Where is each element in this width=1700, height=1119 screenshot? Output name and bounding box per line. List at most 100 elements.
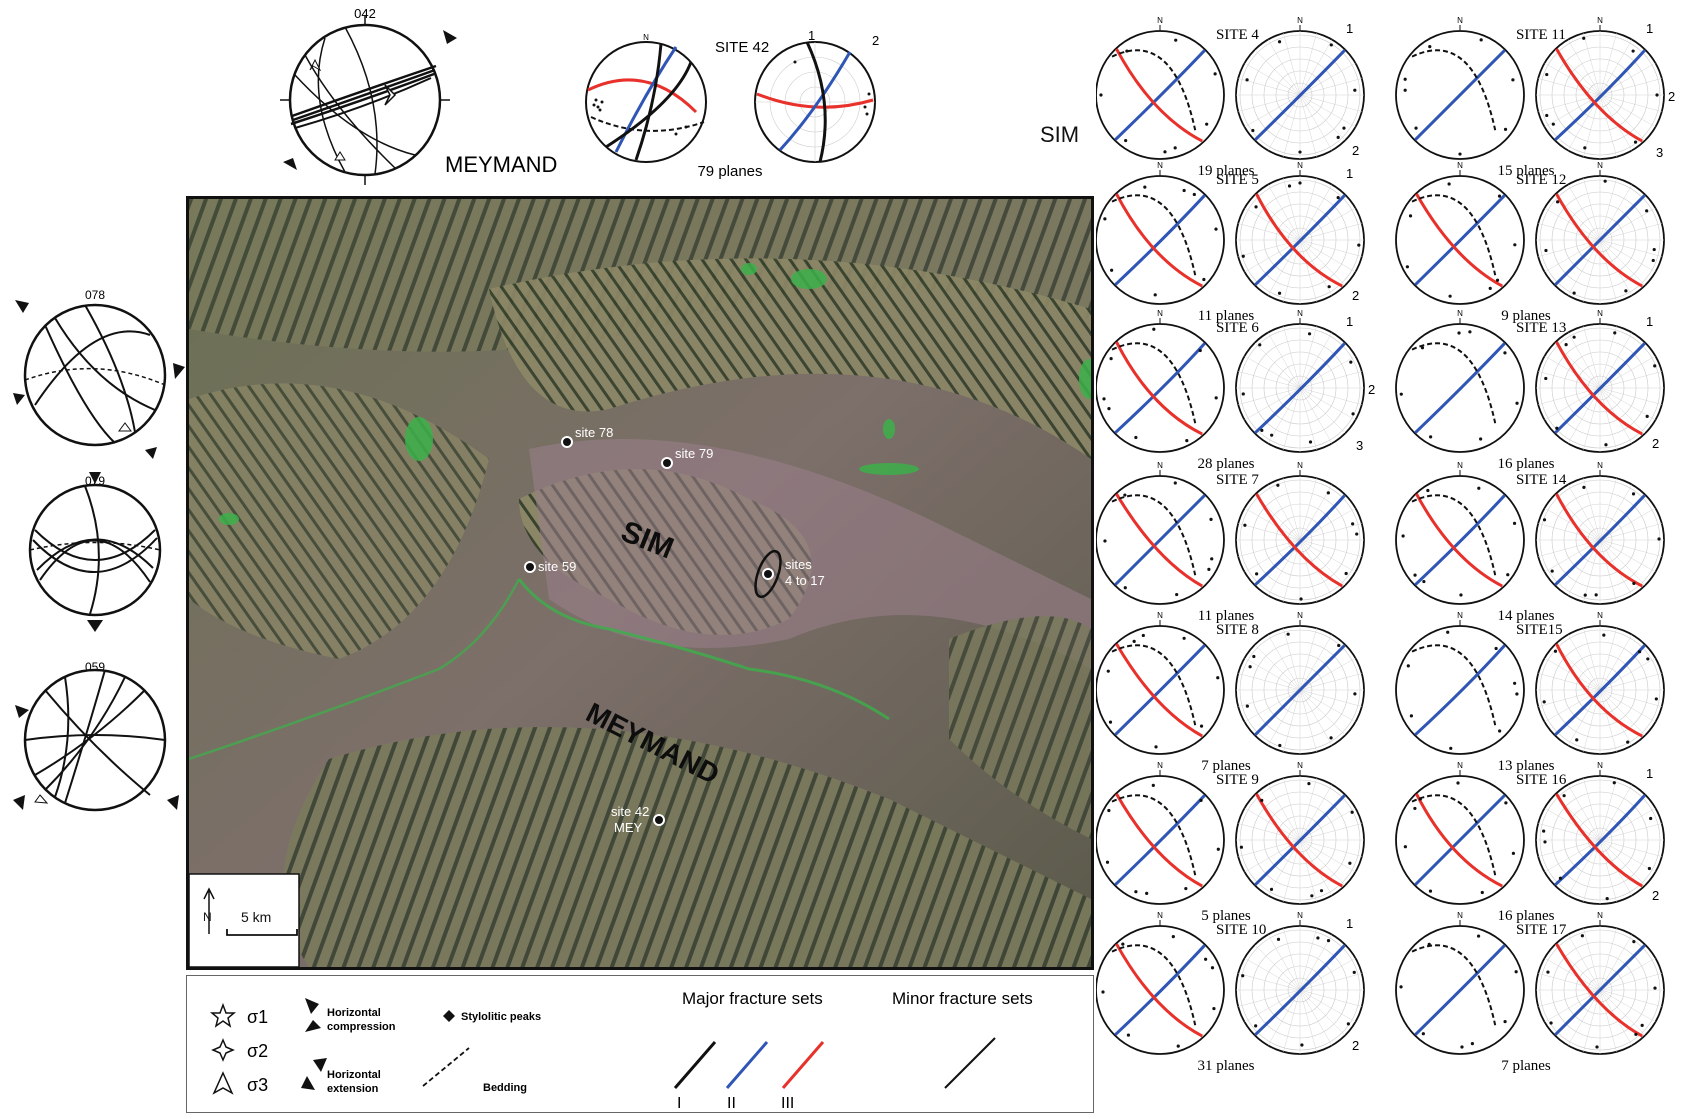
- meymand-stereonet: 042 MEYMAND: [280, 6, 557, 185]
- fracture-set-label: 2: [1368, 382, 1375, 397]
- north-label: N: [1157, 611, 1163, 620]
- stylolitic-peak-icon: [443, 1010, 455, 1022]
- map-site-78: site 78: [561, 425, 613, 448]
- stereonet: [1235, 470, 1365, 605]
- north-label: N: [1297, 611, 1303, 620]
- site42-set2-label: 2: [872, 33, 879, 48]
- star-icon: [209, 1002, 237, 1028]
- north-label: N: [1597, 761, 1603, 770]
- site-panel: N N SITE 12 9 planes: [1395, 161, 1665, 324]
- site-plane-count: 9 planes: [1501, 308, 1551, 324]
- fracture-set-label: 1: [1646, 21, 1653, 36]
- site-plane-count: 13 planes: [1497, 758, 1554, 774]
- site-plane-count: 16 planes: [1497, 908, 1554, 924]
- map-site-42-label: site 42: [611, 804, 649, 819]
- fracture-set-label: 1: [1646, 766, 1653, 781]
- site42-stereonets: N SITE 42 1 2 79 planes: [585, 30, 879, 180]
- site-title: SITE 13: [1516, 320, 1566, 336]
- site-title: SITE 12: [1516, 172, 1566, 188]
- north-label: N: [1597, 461, 1603, 470]
- stereonet: [1395, 318, 1525, 453]
- map-site-79: site 79: [661, 446, 713, 469]
- map-site-79-label: site 79: [675, 446, 713, 461]
- map-sites-range-label: 4 to 17: [785, 573, 825, 588]
- map-canvas: SIM MEYMAND site 78 site 79 site 59 site…: [189, 199, 1091, 967]
- stereonet: [1535, 318, 1665, 453]
- stereonet: [1535, 770, 1665, 905]
- site42-north: N: [643, 33, 649, 42]
- site-title: SITE 5: [1216, 172, 1259, 188]
- fracture-set-label: 2: [1668, 89, 1675, 104]
- site-panel: N N SITE 13 16 planes 1 2: [1395, 309, 1665, 472]
- stereonet: [1535, 920, 1665, 1055]
- extension-arrow-icon-2: [301, 1076, 315, 1090]
- site-plane-count: 19 planes: [1197, 163, 1254, 179]
- legend-minor-line: [944, 1037, 996, 1089]
- legend-stylolitic: Stylolitic peaks: [461, 1011, 541, 1023]
- stereonet: [1235, 770, 1365, 905]
- map-sites-4-17: sites 4 to 17: [754, 549, 825, 599]
- north-label: N: [1597, 911, 1603, 920]
- scale-bar: [226, 929, 298, 936]
- north-label: N: [1597, 611, 1603, 620]
- legend-set-II-line: [725, 1041, 769, 1089]
- legend-set-III-line: [781, 1041, 825, 1089]
- north-label: N: [1457, 911, 1463, 920]
- site-title: SITE 7: [1216, 472, 1259, 488]
- map-valley-band: [529, 439, 1091, 669]
- stereonet: [1096, 170, 1225, 305]
- site-title: SITE 17: [1516, 922, 1567, 938]
- stereonet: [1096, 770, 1225, 905]
- site-panel: N N SITE 9 5 planes: [1096, 761, 1365, 924]
- north-label: N: [1457, 611, 1463, 620]
- legend-major: Major fracture sets: [682, 989, 823, 1008]
- legend-hcomp-line1: Horizontal: [327, 1007, 381, 1019]
- legend-hext-line1: Horizontal: [327, 1069, 381, 1081]
- map-site-42-mey-label: MEY: [614, 820, 643, 835]
- stereonet: [1096, 920, 1225, 1055]
- site-title: SITE 4: [1216, 27, 1259, 43]
- fracture-set-label: 1: [1346, 166, 1353, 181]
- map-east-hills: [949, 616, 1091, 839]
- site-plane-count: 28 planes: [1197, 456, 1254, 472]
- map-ne-ridge: [489, 258, 1091, 459]
- sim-region-label: SIM: [1040, 122, 1080, 147]
- north-label: N: [1297, 16, 1303, 25]
- north-arrow-letter: N: [203, 910, 212, 924]
- map-scalebox: N 5 km: [189, 873, 300, 967]
- site-title: SITE 10: [1216, 922, 1266, 938]
- triangle-icon: [212, 1071, 234, 1095]
- stereonet: [1535, 170, 1665, 305]
- site-panel: N N SITE 14 14 planes: [1395, 461, 1665, 624]
- map-river-2: [189, 578, 521, 761]
- north-label: N: [1457, 161, 1463, 170]
- stereonet: [1235, 25, 1365, 160]
- site-panel: N N SITE 11 15 planes 1 2 3: [1395, 16, 1675, 179]
- extension-arrow-icon: [313, 1058, 327, 1072]
- site-plane-count: 5 planes: [1201, 908, 1251, 924]
- stereonet: [1535, 25, 1665, 160]
- stereonet: [1096, 318, 1225, 453]
- stereonet: [1535, 470, 1665, 605]
- site-panel: N N SITE 16 16 planes 1 2: [1395, 761, 1665, 924]
- stereonet: [1395, 25, 1525, 160]
- left-stereonets: 078 079 059: [13, 288, 185, 812]
- site-panel: N N SITE 7 11 planes: [1096, 461, 1365, 624]
- site-panel: N N SITE 17 7 planes: [1395, 911, 1665, 1074]
- stereonet: [1096, 25, 1225, 160]
- legend-sigma3: σ3: [247, 1075, 268, 1095]
- north-label: N: [1157, 16, 1163, 25]
- north-label: N: [1157, 461, 1163, 470]
- site-panel: N N SITE 10 31 planes 1 2: [1096, 911, 1365, 1074]
- site-plane-count: 16 planes: [1497, 456, 1554, 472]
- stereonet: [1395, 170, 1525, 305]
- legend-minor: Minor fracture sets: [892, 989, 1033, 1008]
- north-label: N: [1597, 161, 1603, 170]
- fracture-set-label: 3: [1356, 438, 1363, 453]
- north-label: N: [1297, 761, 1303, 770]
- net078-azimuth: 078: [85, 288, 105, 302]
- legend-sigma2: σ2: [247, 1041, 268, 1061]
- site42-title: SITE 42: [715, 39, 769, 56]
- north-label: N: [1457, 309, 1463, 318]
- site-plane-count: 14 planes: [1497, 608, 1554, 624]
